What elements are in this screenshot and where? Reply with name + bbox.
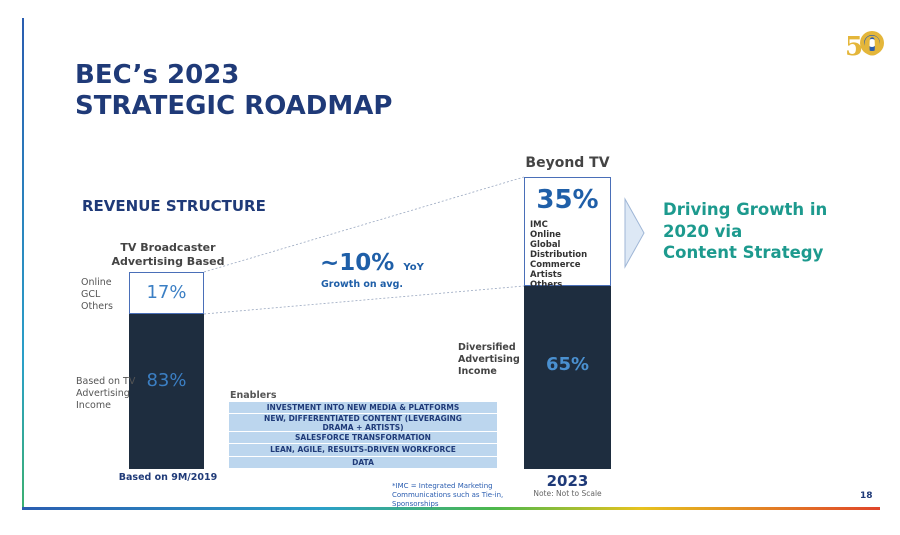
enabler-item: NEW, DIFFERENTIATED CONTENT (LEVERAGING … bbox=[229, 414, 497, 432]
right-top-pct: 35% bbox=[536, 185, 599, 215]
revenue-structure-heading: REVENUE STRUCTURE bbox=[82, 197, 266, 215]
logo-text: 50 bbox=[845, 32, 881, 62]
chevron-right-icon bbox=[624, 197, 645, 269]
left-top-pct: 17% bbox=[146, 282, 187, 303]
list-item: IMC bbox=[530, 220, 548, 230]
right-bottom-pct: 65% bbox=[545, 354, 590, 375]
enabler-item: INVESTMENT INTO NEW MEDIA & PLATFORMS bbox=[229, 402, 497, 413]
list-item: Online bbox=[530, 230, 561, 240]
list-item: Others bbox=[530, 280, 563, 290]
bottom-accent-rule bbox=[22, 507, 880, 510]
left-bar-bottom-segment: 83% bbox=[129, 314, 204, 469]
left-bar-heading: TV Broadcaster Advertising Based bbox=[111, 241, 225, 268]
growth-rate: ~10% YoY bbox=[320, 250, 424, 276]
right-bar-bottom-segment: 65% bbox=[524, 286, 611, 469]
list-item: Artists bbox=[530, 270, 562, 280]
imc-footnote: *IMC = Integrated Marketing Communicatio… bbox=[392, 482, 504, 508]
enabler-item: SALESFORCE TRANSFORMATION bbox=[229, 432, 497, 443]
left-bar-top-segment: 17% bbox=[129, 272, 204, 314]
anniversary-logo: 50 bbox=[845, 31, 884, 62]
right-bottom-segment-label: Diversified Advertising Income bbox=[458, 342, 520, 377]
slide-title: BEC’s 2023 STRATEGIC ROADMAP bbox=[75, 60, 392, 122]
list-item: Commerce bbox=[530, 260, 581, 270]
left-accent-rule bbox=[22, 18, 24, 508]
title-line-2: STRATEGIC ROADMAP bbox=[75, 91, 393, 121]
left-bottom-pct: 83% bbox=[146, 370, 187, 391]
scale-note: Note: Not to Scale bbox=[533, 489, 602, 498]
right-bar-top-segment: 35% IMC Online Global Distribution Comme… bbox=[524, 177, 611, 290]
page-number: 18 bbox=[860, 491, 873, 501]
list-item: Global Distribution bbox=[530, 240, 588, 260]
left-top-segment-label: Online GCL Others bbox=[81, 277, 113, 312]
right-top-items: IMC Online Global Distribution Commerce … bbox=[530, 220, 610, 290]
right-bar-heading: Beyond TV bbox=[525, 155, 610, 171]
enabler-item: DATA bbox=[229, 457, 497, 468]
left-bar-caption: Based on 9M/2019 bbox=[118, 472, 218, 483]
left-bottom-segment-label: Based on TV Advertising Income bbox=[76, 376, 136, 411]
growth-caption: Growth on avg. bbox=[321, 279, 404, 290]
enabler-item: LEAN, AGILE, RESULTS-DRIVEN WORKFORCE bbox=[229, 444, 497, 456]
growth-value: ~10% bbox=[320, 250, 395, 276]
right-bar-caption: 2023 bbox=[546, 472, 589, 490]
title-line-1: BEC’s 2023 bbox=[75, 60, 240, 90]
driving-growth-text: Driving Growth in 2020 via Content Strat… bbox=[663, 200, 828, 262]
enablers-heading: Enablers bbox=[230, 390, 277, 401]
growth-suffix: YoY bbox=[403, 262, 424, 273]
